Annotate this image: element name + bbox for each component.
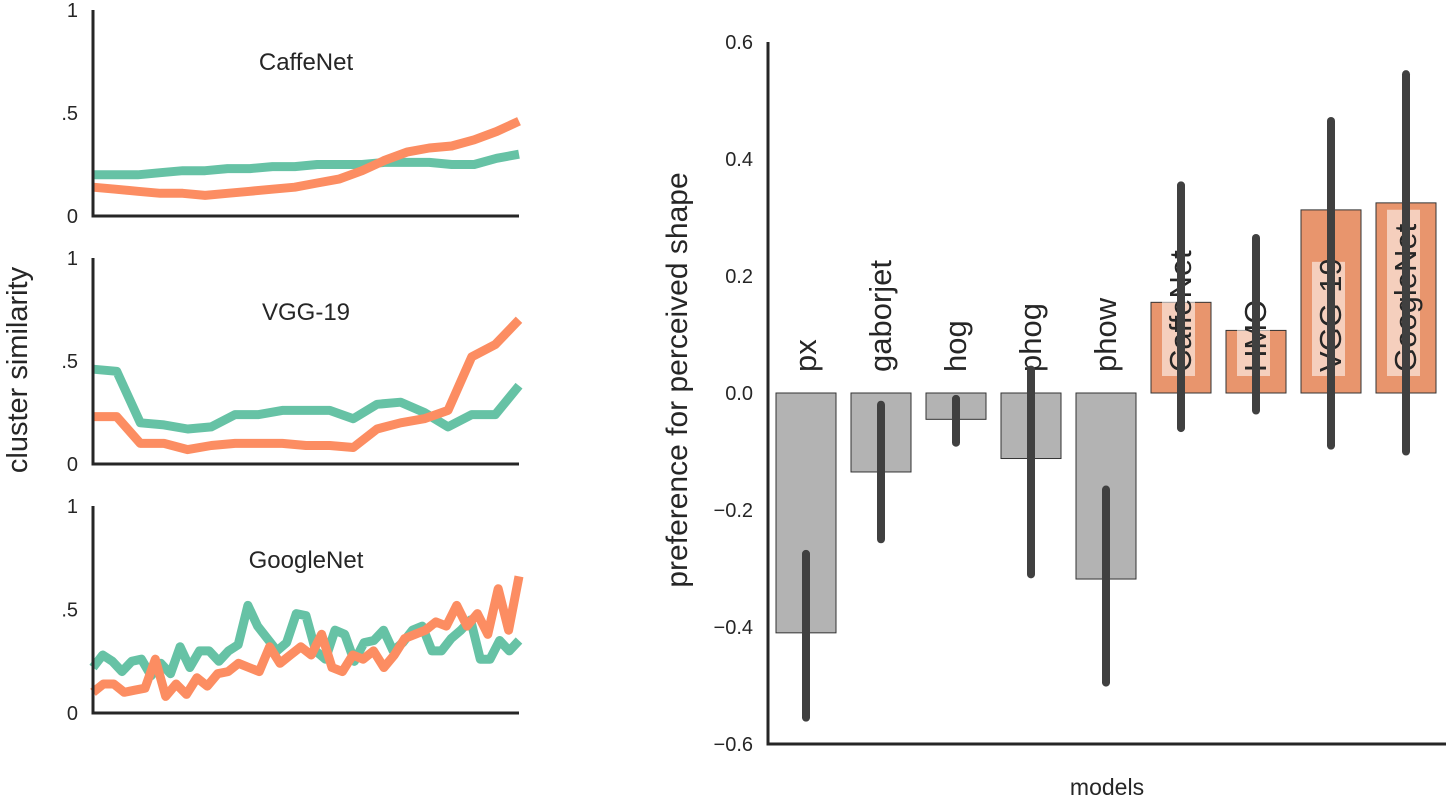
- subplot-title: CaffeNet: [259, 49, 354, 76]
- y-tick-label: 1: [67, 496, 78, 518]
- y-axis-label: preference for perceived shape: [661, 172, 694, 587]
- category-label: hog: [938, 320, 973, 372]
- y-tick-label: 1: [67, 0, 78, 22]
- y-tick-label: −0.6: [714, 734, 753, 756]
- subplot-title: VGG-19: [262, 299, 350, 326]
- y-tick-label: −0.4: [714, 617, 753, 639]
- x-axis-label: models: [1070, 774, 1144, 797]
- subplot-title: GoogleNet: [249, 547, 364, 574]
- caffenet-subplot: CaffeNet 0 .5 1: [61, 0, 521, 228]
- y-tick-label: .5: [61, 103, 78, 125]
- y-tick-label: 1: [67, 248, 78, 270]
- category-label: phow: [1088, 297, 1123, 372]
- y-tick-label: 0.0: [725, 383, 753, 405]
- orange-series-line: [92, 117, 521, 200]
- green-series-line: [92, 364, 523, 434]
- y-tick-label: .5: [61, 600, 78, 622]
- category-label: phog: [1013, 303, 1048, 372]
- green-series-line: [89, 600, 523, 681]
- orange-series-line: [90, 575, 524, 701]
- y-tick-label: 0.6: [725, 32, 753, 54]
- orange-series-line: [93, 316, 523, 455]
- y-tick-label: .5: [61, 351, 78, 373]
- left-y-axis-label: cluster similarity: [2, 266, 34, 473]
- y-tick-label: 0.2: [725, 266, 753, 288]
- category-label: px: [788, 339, 823, 372]
- y-tick-label: 0: [67, 703, 78, 725]
- shape-preference-bar-chart: pxgaborjethogphogphowCaffeNetHMOVGG-19Go…: [661, 32, 1446, 797]
- category-label: gaborjet: [863, 260, 898, 372]
- y-tick-label: 0.4: [725, 149, 753, 171]
- googlenet-subplot: GoogleNet 0 .5 1: [61, 496, 524, 725]
- y-tick-label: −0.2: [714, 500, 753, 522]
- vgg19-subplot: VGG-19 0 .5 1: [61, 248, 523, 476]
- green-series-line: [93, 149, 520, 180]
- y-tick-label: 0: [67, 454, 78, 476]
- y-tick-label: 0: [67, 206, 78, 228]
